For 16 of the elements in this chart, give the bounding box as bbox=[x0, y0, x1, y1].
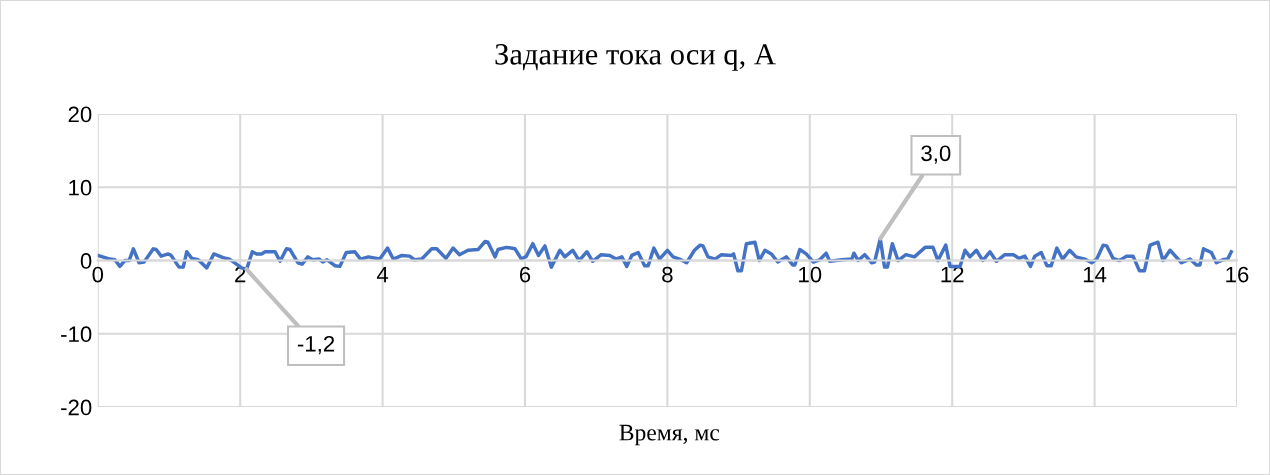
x-tick-label: 4 bbox=[376, 266, 389, 283]
y-tick-label: 20 bbox=[68, 106, 92, 123]
x-axis-title: Время, мс bbox=[619, 424, 720, 446]
annotation: -1,2 bbox=[297, 335, 335, 355]
x-tick-label: 10 bbox=[799, 266, 822, 283]
x-tick-label: 14 bbox=[1083, 266, 1107, 283]
y-tick-label: 0 bbox=[80, 253, 92, 269]
y-tick-label: -20 bbox=[61, 399, 92, 416]
x-tick-label: 0 bbox=[92, 266, 104, 283]
annotation: 3,0 bbox=[921, 145, 951, 164]
y-tick-label: -10 bbox=[61, 326, 92, 343]
x-tick-label: 6 bbox=[519, 266, 531, 283]
y-tick-label: 10 bbox=[69, 179, 92, 196]
x-tick-label: 8 bbox=[662, 266, 673, 283]
x-tick-label: 16 bbox=[1226, 266, 1249, 283]
chart-title: Задание тока оси q, А bbox=[495, 44, 776, 71]
